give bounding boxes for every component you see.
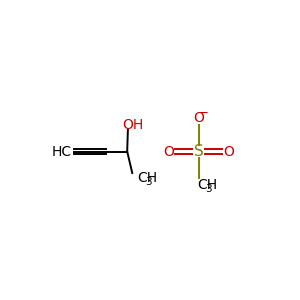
Text: 3: 3 bbox=[205, 184, 212, 194]
Text: O: O bbox=[194, 111, 204, 125]
Text: O: O bbox=[224, 145, 234, 158]
Text: CH: CH bbox=[198, 178, 218, 192]
Text: S: S bbox=[194, 144, 204, 159]
Text: O: O bbox=[163, 145, 174, 158]
Text: OH: OH bbox=[122, 118, 144, 132]
Text: HC: HC bbox=[51, 145, 71, 158]
Text: CH: CH bbox=[138, 171, 158, 185]
Text: −: − bbox=[199, 106, 209, 119]
Text: 3: 3 bbox=[145, 177, 152, 187]
